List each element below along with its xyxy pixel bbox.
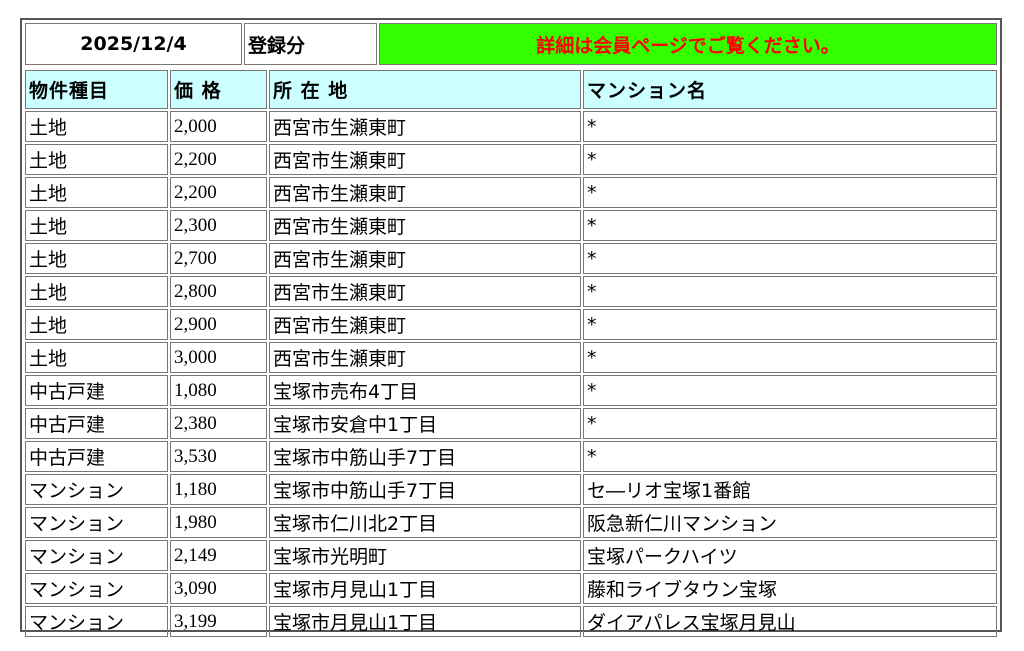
row: 中古戸建 1,080 宝塚市売布4丁目 * [25, 375, 997, 406]
location: 宝塚市中筋山手7丁目 [269, 474, 581, 505]
row: 土地 2,200 西宮市生瀬東町 * [25, 144, 997, 175]
property-type: マンション [25, 507, 168, 538]
property-type: マンション [25, 540, 168, 571]
row: マンション 3,199 宝塚市月見山1丁目 ダイアパレス宝塚月見山 [25, 606, 997, 637]
price: 2,300 [170, 210, 267, 241]
row: マンション 3,090 宝塚市月見山1丁目 藤和ライブタウン宝塚 [25, 573, 997, 604]
building-name: * [583, 144, 997, 175]
building-name: * [583, 342, 997, 373]
column-header: 価 格 [170, 70, 267, 109]
row: 土地 2,800 西宮市生瀬東町 * [25, 276, 997, 307]
location: 西宮市生瀬東町 [269, 342, 581, 373]
location: 宝塚市安倉中1丁目 [269, 408, 581, 439]
frame: 2025/12/4 登録分 詳細は会員ページでご覧ください。 物件種目価 格所 … [20, 18, 1002, 637]
building-name: * [583, 441, 997, 472]
property-type: 土地 [25, 243, 168, 274]
location: 宝塚市仁川北2丁目 [269, 507, 581, 538]
building-name: ダイアパレス宝塚月見山 [583, 606, 997, 637]
property-type: 土地 [25, 177, 168, 208]
property-type: 土地 [25, 144, 168, 175]
price: 2,149 [170, 540, 267, 571]
property-type: 中古戸建 [25, 375, 168, 406]
row: 中古戸建 2,380 宝塚市安倉中1丁目 * [25, 408, 997, 439]
property-type: 土地 [25, 111, 168, 142]
column-header: 所 在 地 [269, 70, 581, 109]
building-name: セ―リオ宝塚1番館 [583, 474, 997, 505]
header-table: 2025/12/4 登録分 詳細は会員ページでご覧ください。 [23, 21, 999, 67]
price: 3,000 [170, 342, 267, 373]
price: 2,000 [170, 111, 267, 142]
building-name: * [583, 177, 997, 208]
header-row: 物件種目価 格所 在 地マンション名 [25, 70, 997, 109]
price: 2,380 [170, 408, 267, 439]
price: 1,180 [170, 474, 267, 505]
location: 西宮市生瀬東町 [269, 243, 581, 274]
building-name: * [583, 243, 997, 274]
label: 登録分 [244, 23, 377, 65]
price: 1,980 [170, 507, 267, 538]
row: 土地 2,000 西宮市生瀬東町 * [25, 111, 997, 142]
row: 中古戸建 3,530 宝塚市中筋山手7丁目 * [25, 441, 997, 472]
location: 宝塚市中筋山手7丁目 [269, 441, 581, 472]
location: 宝塚市売布4丁目 [269, 375, 581, 406]
property-type: マンション [25, 606, 168, 637]
location: 宝塚市光明町 [269, 540, 581, 571]
property-type: マンション [25, 573, 168, 604]
price: 2,200 [170, 177, 267, 208]
building-name: * [583, 375, 997, 406]
building-name: 阪急新仁川マンション [583, 507, 997, 538]
location: 西宮市生瀬東町 [269, 309, 581, 340]
column-header: マンション名 [583, 70, 997, 109]
date: 2025/12/4 [25, 23, 242, 65]
location: 宝塚市月見山1丁目 [269, 573, 581, 604]
location: 宝塚市月見山1丁目 [269, 606, 581, 637]
row: 土地 2,200 西宮市生瀬東町 * [25, 177, 997, 208]
price: 2,200 [170, 144, 267, 175]
price: 2,900 [170, 309, 267, 340]
price: 3,530 [170, 441, 267, 472]
property-type: 中古戸建 [25, 441, 168, 472]
location: 西宮市生瀬東町 [269, 210, 581, 241]
building-name: * [583, 309, 997, 340]
building-name: * [583, 111, 997, 142]
price: 2,800 [170, 276, 267, 307]
property-type: 土地 [25, 276, 168, 307]
property-type: マンション [25, 474, 168, 505]
price: 2,700 [170, 243, 267, 274]
price: 3,199 [170, 606, 267, 637]
listing-table: 物件種目価 格所 在 地マンション名 土地 2,000 西宮市生瀬東町 * 土地 2,200… [23, 68, 999, 639]
column-header: 物件種目 [25, 70, 168, 109]
row: 土地 2,700 西宮市生瀬東町 * [25, 243, 997, 274]
row: 土地 2,300 西宮市生瀬東町 * [25, 210, 997, 241]
row: マンション 1,180 宝塚市中筋山手7丁目 セ―リオ宝塚1番館 [25, 474, 997, 505]
building-name: 藤和ライブタウン宝塚 [583, 573, 997, 604]
building-name: 宝塚パークハイツ [583, 540, 997, 571]
location: 西宮市生瀬東町 [269, 177, 581, 208]
location: 西宮市生瀬東町 [269, 276, 581, 307]
row: 土地 2,900 西宮市生瀬東町 * [25, 309, 997, 340]
building-name: * [583, 276, 997, 307]
location: 西宮市生瀬東町 [269, 144, 581, 175]
row: マンション 2,149 宝塚市光明町 宝塚パークハイツ [25, 540, 997, 571]
price: 3,090 [170, 573, 267, 604]
property-type: 土地 [25, 210, 168, 241]
price: 1,080 [170, 375, 267, 406]
row: マンション 1,980 宝塚市仁川北2丁目 阪急新仁川マンション [25, 507, 997, 538]
property-type: 中古戸建 [25, 408, 168, 439]
building-name: * [583, 210, 997, 241]
row: 土地 3,000 西宮市生瀬東町 * [25, 342, 997, 373]
property-type: 土地 [25, 309, 168, 340]
building-name: * [583, 408, 997, 439]
location: 西宮市生瀬東町 [269, 111, 581, 142]
notice: 詳細は会員ページでご覧ください。 [379, 23, 997, 65]
property-type: 土地 [25, 342, 168, 373]
